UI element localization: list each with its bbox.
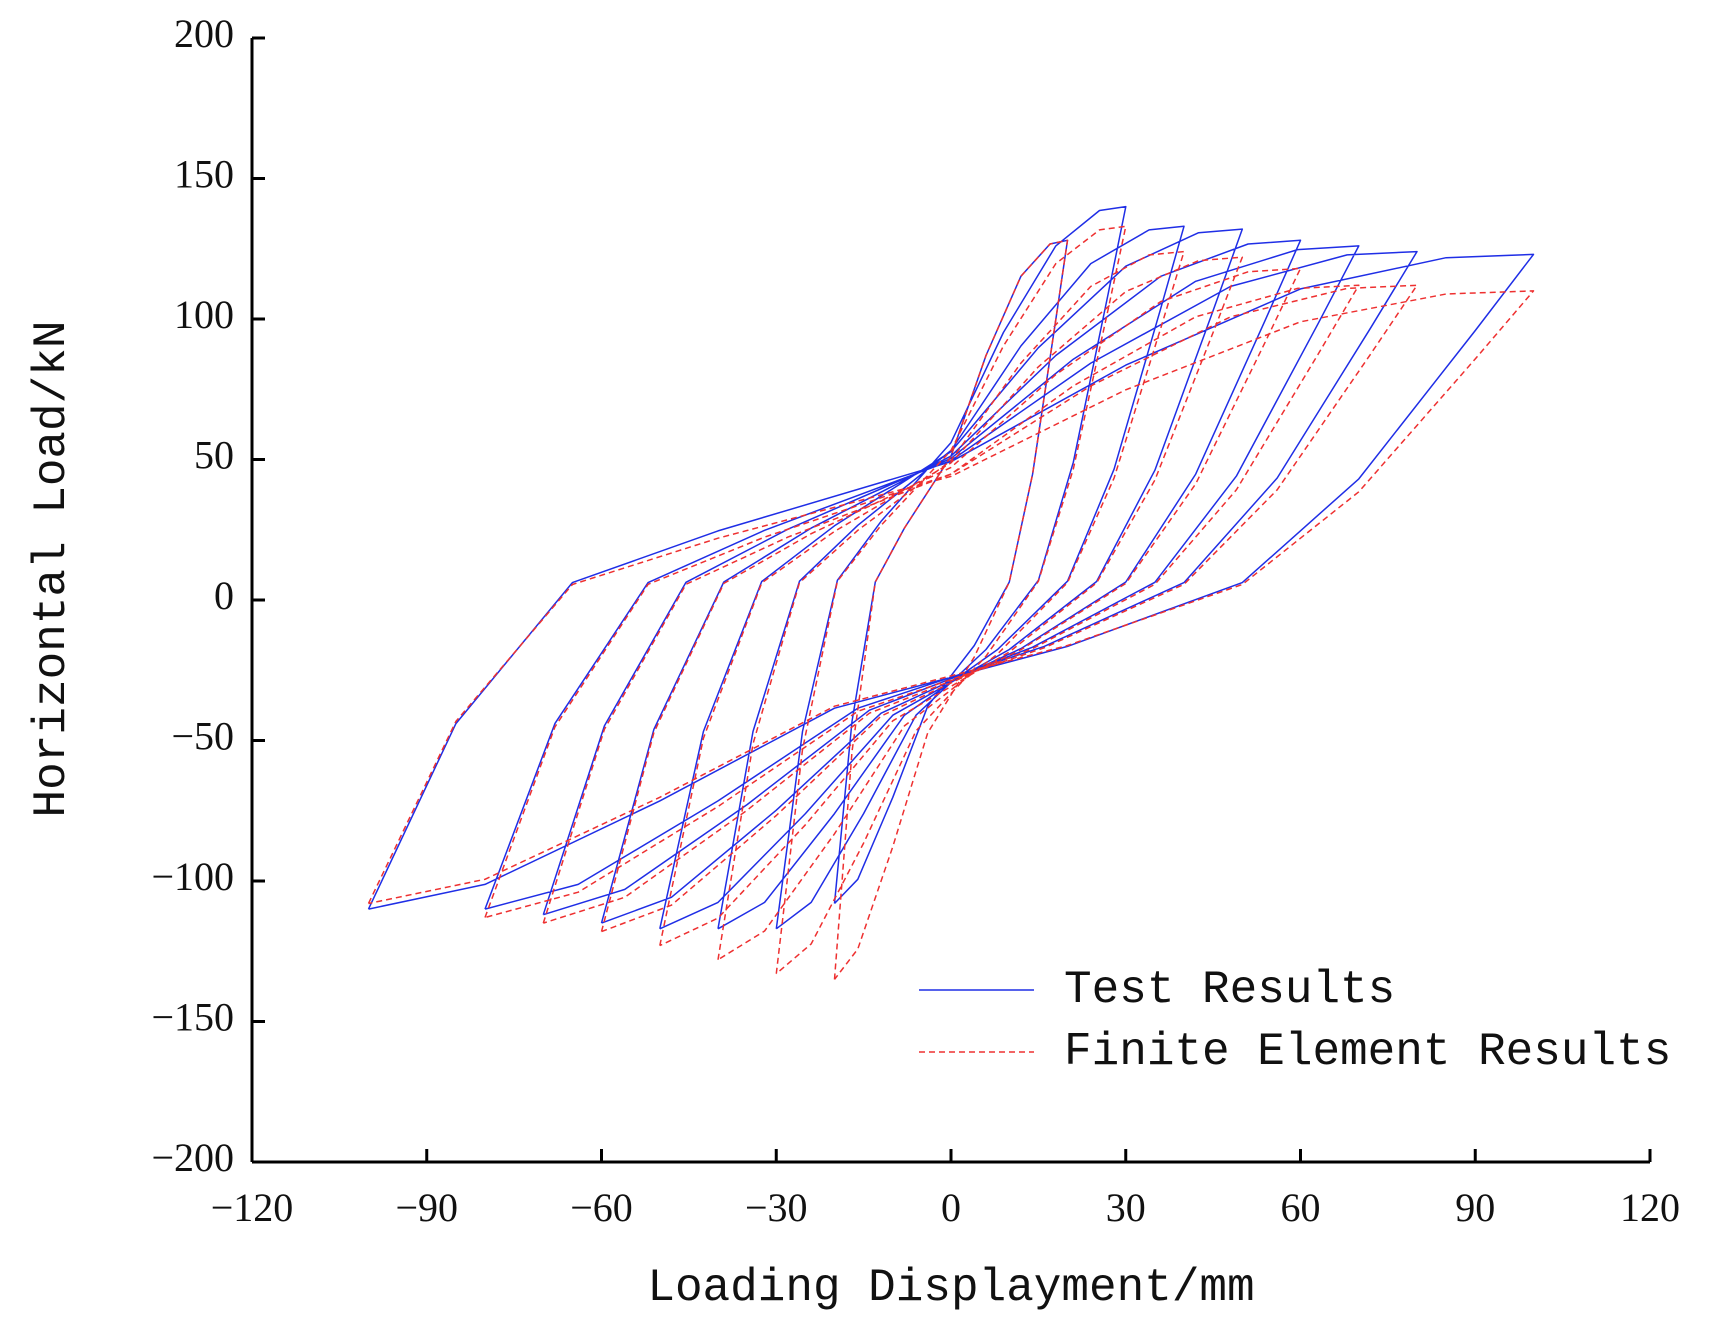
y-tick-label: −200 (151, 1135, 234, 1180)
x-tick-label: 30 (1106, 1185, 1146, 1230)
y-tick-label: 0 (214, 573, 234, 618)
legend-label: Finite Element Results (1064, 1026, 1671, 1078)
x-tick-label: −90 (395, 1185, 458, 1230)
x-tick-label: −120 (211, 1185, 294, 1230)
legend-label: Test Results (1064, 964, 1395, 1016)
x-tick-label: −30 (745, 1185, 808, 1230)
x-tick-label: 60 (1281, 1185, 1321, 1230)
y-tick-label: 150 (174, 152, 234, 197)
x-tick-label: 90 (1455, 1185, 1495, 1230)
y-tick-label: 200 (174, 11, 234, 56)
x-axis-label: Loading Displayment/mm (647, 1262, 1254, 1314)
x-tick-label: 0 (941, 1185, 961, 1230)
y-tick-label: 50 (194, 433, 234, 478)
y-tick-label: −150 (151, 995, 234, 1040)
y-tick-label: −100 (151, 854, 234, 899)
y-tick-label: 100 (174, 292, 234, 337)
x-tick-label: 120 (1620, 1185, 1680, 1230)
y-axis-label: Horizontal Load/kN (26, 321, 78, 818)
y-tick-label: −50 (171, 714, 234, 759)
x-tick-label: −60 (570, 1185, 633, 1230)
series-line (367, 225, 1535, 980)
series-line (367, 205, 1535, 930)
